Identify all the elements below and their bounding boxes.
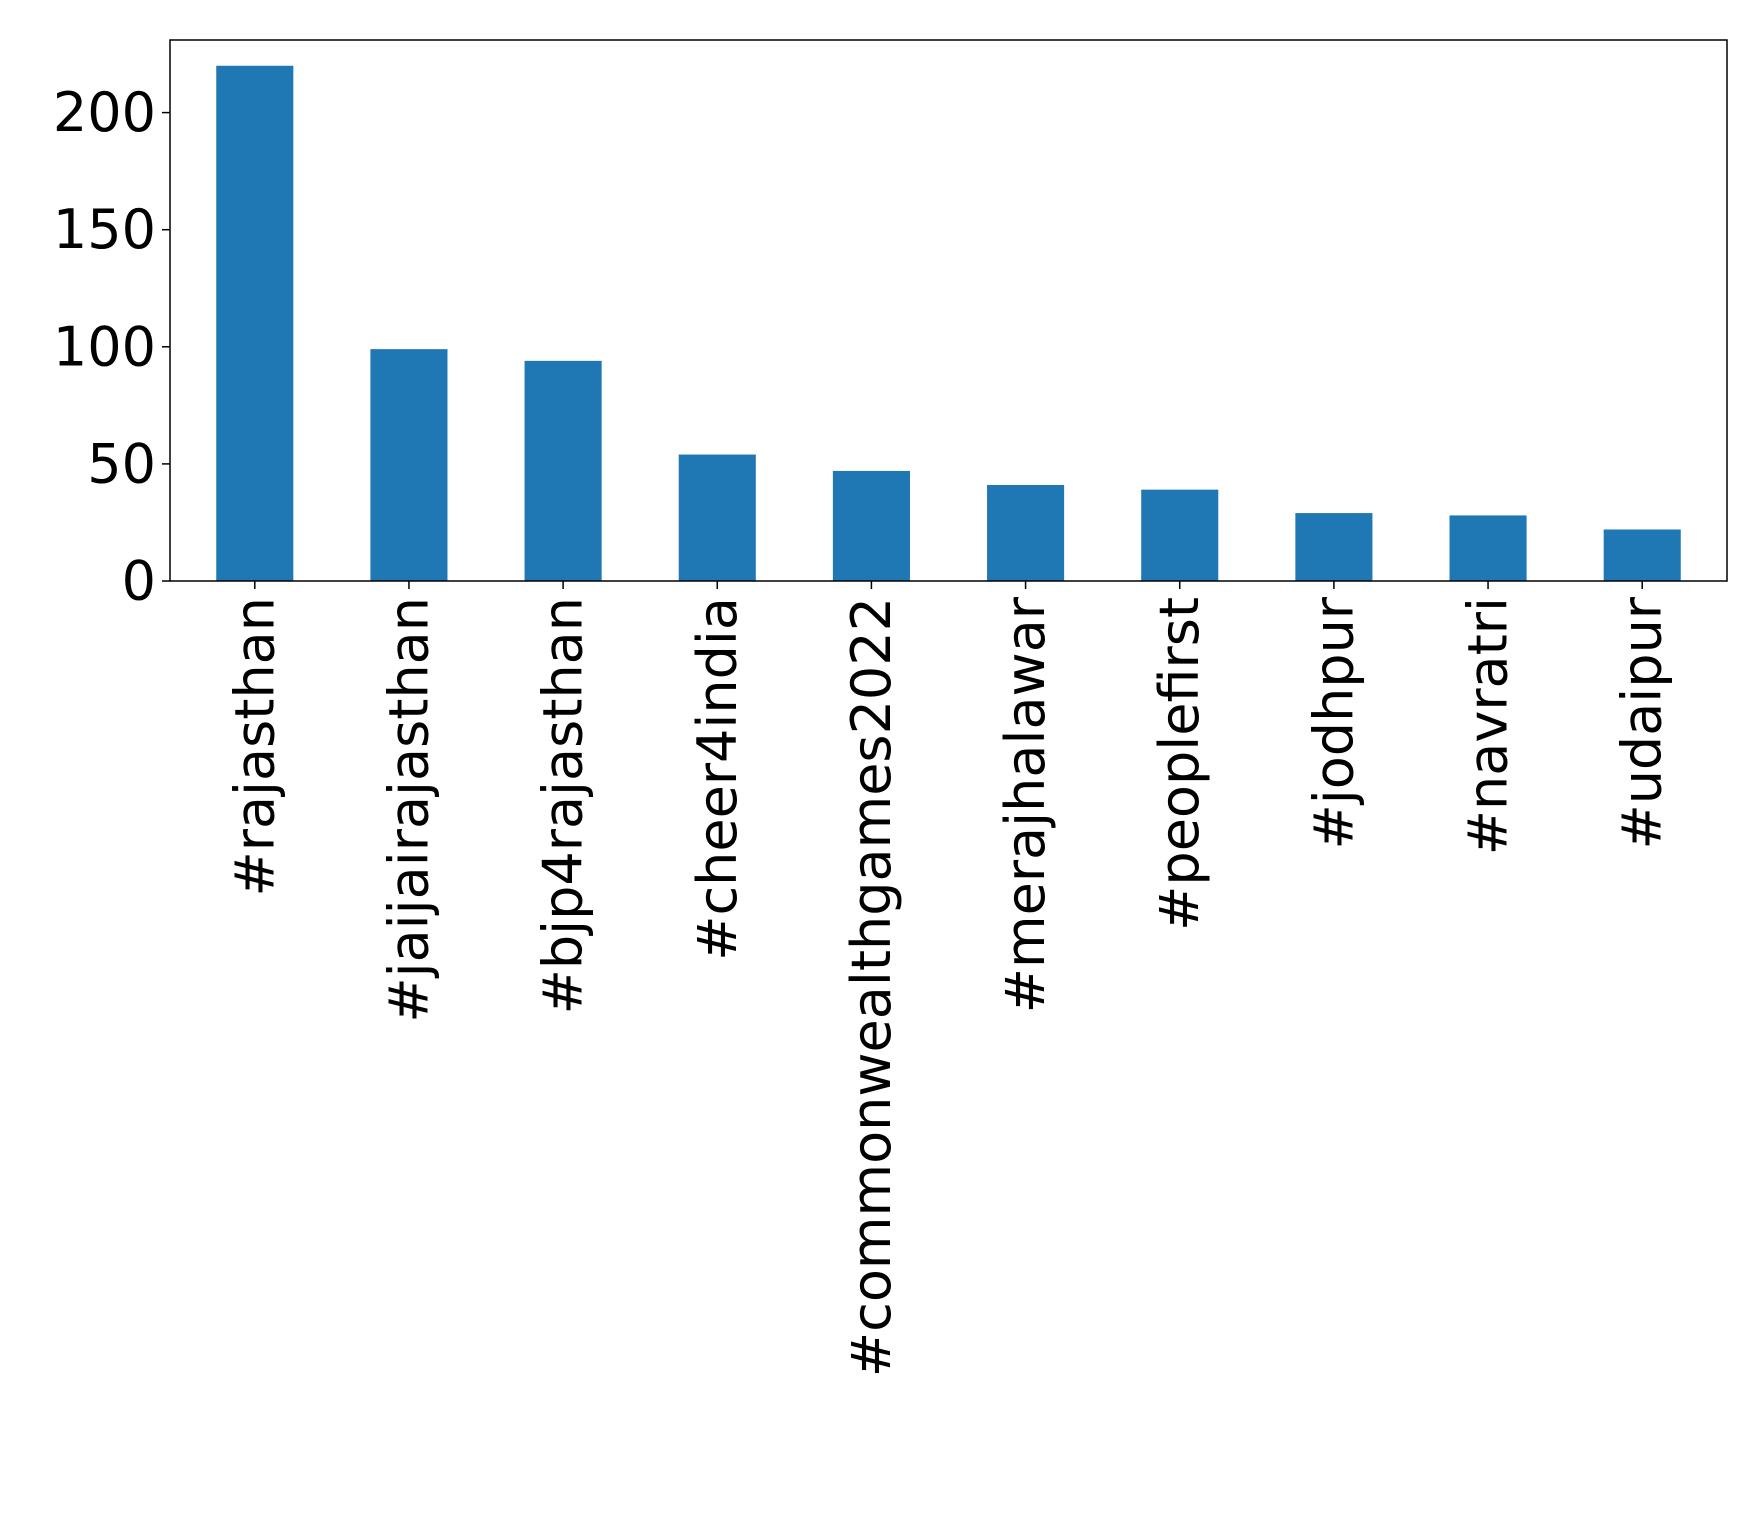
y-tick-label: 150 [53, 198, 156, 261]
bar [524, 360, 602, 581]
x-axis-ticks: #rajasthan #jaijairajasthan #bjp4rajasthan… [223, 581, 1674, 1377]
x-tick-label: #navratri [1457, 597, 1520, 855]
bar [832, 470, 910, 581]
y-tick-label: 0 [122, 550, 156, 613]
axes-frame [169, 39, 1728, 582]
x-tick-label: #rajasthan [223, 597, 286, 896]
bar [370, 349, 448, 581]
bar [678, 454, 756, 581]
y-tick-label: 50 [87, 432, 156, 495]
bar [987, 484, 1065, 581]
x-tick-label: #merajhalawar [994, 596, 1057, 1013]
x-tick-label: #udaipur [1611, 596, 1674, 849]
x-tick-label: #jodhpur [1302, 596, 1365, 849]
y-tick-label: 100 [53, 315, 156, 378]
bar [1603, 529, 1681, 581]
bar [216, 65, 294, 581]
y-axis-ticks: 0 50 100 150 200 [53, 81, 170, 613]
bar [1449, 515, 1527, 581]
x-tick-label: #jaijairajasthan [377, 597, 440, 1023]
x-tick-label: #commonwealthgames2022 [840, 597, 903, 1377]
x-tick-label: #cheer4india [686, 597, 749, 961]
bar [1295, 513, 1373, 581]
x-tick-label: #peoplefirst [1148, 597, 1211, 931]
y-tick-label: 200 [53, 81, 156, 144]
x-tick-label: #bjp4rajasthan [532, 597, 595, 1014]
bars-layer [216, 65, 1681, 581]
bar [1141, 489, 1219, 581]
